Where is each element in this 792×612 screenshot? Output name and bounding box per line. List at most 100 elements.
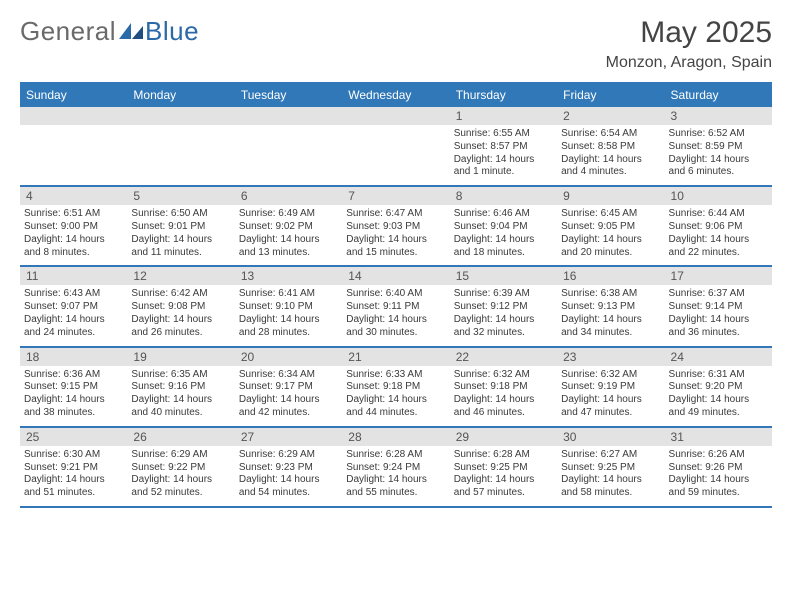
daylight-text: Daylight: 14 hours and 15 minutes. bbox=[346, 234, 445, 260]
day-number bbox=[127, 107, 234, 125]
day-number: 12 bbox=[127, 267, 234, 285]
calendar-cell: 11Sunrise: 6:43 AMSunset: 9:07 PMDayligh… bbox=[20, 267, 127, 345]
day-number: 15 bbox=[450, 267, 557, 285]
logo: General Blue bbox=[20, 16, 199, 47]
weekday-header: Friday bbox=[557, 84, 664, 107]
day-number: 29 bbox=[450, 428, 557, 446]
calendar-cell: 10Sunrise: 6:44 AMSunset: 9:06 PMDayligh… bbox=[665, 187, 772, 265]
calendar-week-row: 1Sunrise: 6:55 AMSunset: 8:57 PMDaylight… bbox=[20, 107, 772, 187]
sunset-text: Sunset: 9:11 PM bbox=[346, 301, 445, 314]
sunset-text: Sunset: 9:00 PM bbox=[24, 221, 123, 234]
daylight-text: Daylight: 14 hours and 38 minutes. bbox=[24, 394, 123, 420]
day-number: 1 bbox=[450, 107, 557, 125]
sunrise-text: Sunrise: 6:47 AM bbox=[346, 208, 445, 221]
calendar-cell-empty bbox=[342, 107, 449, 185]
sunset-text: Sunset: 9:18 PM bbox=[346, 381, 445, 394]
daylight-text: Daylight: 14 hours and 49 minutes. bbox=[669, 394, 768, 420]
daylight-text: Daylight: 14 hours and 28 minutes. bbox=[239, 314, 338, 340]
calendar-week-row: 11Sunrise: 6:43 AMSunset: 9:07 PMDayligh… bbox=[20, 267, 772, 347]
daylight-text: Daylight: 14 hours and 32 minutes. bbox=[454, 314, 553, 340]
day-number: 28 bbox=[342, 428, 449, 446]
day-number: 8 bbox=[450, 187, 557, 205]
weekday-header: Sunday bbox=[20, 84, 127, 107]
day-number: 5 bbox=[127, 187, 234, 205]
daylight-text: Daylight: 14 hours and 26 minutes. bbox=[131, 314, 230, 340]
day-number: 31 bbox=[665, 428, 772, 446]
weekday-header: Saturday bbox=[665, 84, 772, 107]
sunset-text: Sunset: 8:57 PM bbox=[454, 141, 553, 154]
calendar-cell: 23Sunrise: 6:32 AMSunset: 9:19 PMDayligh… bbox=[557, 348, 664, 426]
sunrise-text: Sunrise: 6:27 AM bbox=[561, 449, 660, 462]
sunset-text: Sunset: 9:06 PM bbox=[669, 221, 768, 234]
calendar-cell: 22Sunrise: 6:32 AMSunset: 9:18 PMDayligh… bbox=[450, 348, 557, 426]
daylight-text: Daylight: 14 hours and 57 minutes. bbox=[454, 474, 553, 500]
logo-sail-icon bbox=[118, 16, 144, 34]
day-number bbox=[235, 107, 342, 125]
calendar-cell: 13Sunrise: 6:41 AMSunset: 9:10 PMDayligh… bbox=[235, 267, 342, 345]
day-number: 24 bbox=[665, 348, 772, 366]
day-number: 4 bbox=[20, 187, 127, 205]
daylight-text: Daylight: 14 hours and 30 minutes. bbox=[346, 314, 445, 340]
calendar-cell: 9Sunrise: 6:45 AMSunset: 9:05 PMDaylight… bbox=[557, 187, 664, 265]
sunrise-text: Sunrise: 6:26 AM bbox=[669, 449, 768, 462]
daylight-text: Daylight: 14 hours and 54 minutes. bbox=[239, 474, 338, 500]
sunrise-text: Sunrise: 6:49 AM bbox=[239, 208, 338, 221]
sunrise-text: Sunrise: 6:33 AM bbox=[346, 369, 445, 382]
sunset-text: Sunset: 9:08 PM bbox=[131, 301, 230, 314]
calendar-cell: 21Sunrise: 6:33 AMSunset: 9:18 PMDayligh… bbox=[342, 348, 449, 426]
day-number: 13 bbox=[235, 267, 342, 285]
sunset-text: Sunset: 9:13 PM bbox=[561, 301, 660, 314]
daylight-text: Daylight: 14 hours and 1 minute. bbox=[454, 154, 553, 180]
daylight-text: Daylight: 14 hours and 4 minutes. bbox=[561, 154, 660, 180]
title-block: May 2025 Monzon, Aragon, Spain bbox=[606, 16, 772, 72]
sunrise-text: Sunrise: 6:31 AM bbox=[669, 369, 768, 382]
calendar-page: General Blue May 2025 Monzon, Aragon, Sp… bbox=[0, 0, 792, 612]
page-location: Monzon, Aragon, Spain bbox=[606, 54, 772, 72]
sunset-text: Sunset: 8:58 PM bbox=[561, 141, 660, 154]
daylight-text: Daylight: 14 hours and 18 minutes. bbox=[454, 234, 553, 260]
daylight-text: Daylight: 14 hours and 47 minutes. bbox=[561, 394, 660, 420]
daylight-text: Daylight: 14 hours and 40 minutes. bbox=[131, 394, 230, 420]
day-number: 26 bbox=[127, 428, 234, 446]
sunset-text: Sunset: 9:23 PM bbox=[239, 462, 338, 475]
calendar-cell-empty bbox=[235, 107, 342, 185]
calendar-cell: 28Sunrise: 6:28 AMSunset: 9:24 PMDayligh… bbox=[342, 428, 449, 506]
calendar-week-row: 18Sunrise: 6:36 AMSunset: 9:15 PMDayligh… bbox=[20, 348, 772, 428]
calendar-cell: 5Sunrise: 6:50 AMSunset: 9:01 PMDaylight… bbox=[127, 187, 234, 265]
sunset-text: Sunset: 9:18 PM bbox=[454, 381, 553, 394]
daylight-text: Daylight: 14 hours and 8 minutes. bbox=[24, 234, 123, 260]
weekday-header: Thursday bbox=[450, 84, 557, 107]
sunset-text: Sunset: 9:21 PM bbox=[24, 462, 123, 475]
daylight-text: Daylight: 14 hours and 13 minutes. bbox=[239, 234, 338, 260]
calendar-cell: 17Sunrise: 6:37 AMSunset: 9:14 PMDayligh… bbox=[665, 267, 772, 345]
calendar-cell: 19Sunrise: 6:35 AMSunset: 9:16 PMDayligh… bbox=[127, 348, 234, 426]
daylight-text: Daylight: 14 hours and 59 minutes. bbox=[669, 474, 768, 500]
sunset-text: Sunset: 9:10 PM bbox=[239, 301, 338, 314]
calendar-cell: 15Sunrise: 6:39 AMSunset: 9:12 PMDayligh… bbox=[450, 267, 557, 345]
calendar-cell-empty bbox=[20, 107, 127, 185]
day-number: 6 bbox=[235, 187, 342, 205]
calendar-cell: 14Sunrise: 6:40 AMSunset: 9:11 PMDayligh… bbox=[342, 267, 449, 345]
calendar-week-row: 25Sunrise: 6:30 AMSunset: 9:21 PMDayligh… bbox=[20, 428, 772, 508]
sunrise-text: Sunrise: 6:51 AM bbox=[24, 208, 123, 221]
calendar-cell: 16Sunrise: 6:38 AMSunset: 9:13 PMDayligh… bbox=[557, 267, 664, 345]
calendar-cell: 4 Sunrise: 6:51 AMSunset: 9:00 PMDaylight… bbox=[20, 187, 127, 265]
daylight-text: Daylight: 14 hours and 22 minutes. bbox=[669, 234, 768, 260]
sunset-text: Sunset: 9:02 PM bbox=[239, 221, 338, 234]
daylight-text: Daylight: 14 hours and 20 minutes. bbox=[561, 234, 660, 260]
sunrise-text: Sunrise: 6:34 AM bbox=[239, 369, 338, 382]
weekday-header-row: Sunday Monday Tuesday Wednesday Thursday… bbox=[20, 84, 772, 107]
calendar-cell: 27Sunrise: 6:29 AMSunset: 9:23 PMDayligh… bbox=[235, 428, 342, 506]
day-number: 10 bbox=[665, 187, 772, 205]
sunset-text: Sunset: 9:12 PM bbox=[454, 301, 553, 314]
calendar-cell: 26Sunrise: 6:29 AMSunset: 9:22 PMDayligh… bbox=[127, 428, 234, 506]
calendar-cell-empty bbox=[127, 107, 234, 185]
day-number bbox=[20, 107, 127, 125]
weekday-header: Tuesday bbox=[235, 84, 342, 107]
sunset-text: Sunset: 9:01 PM bbox=[131, 221, 230, 234]
day-number: 7 bbox=[342, 187, 449, 205]
sunrise-text: Sunrise: 6:42 AM bbox=[131, 288, 230, 301]
sunrise-text: Sunrise: 6:28 AM bbox=[346, 449, 445, 462]
calendar-cell: 30Sunrise: 6:27 AMSunset: 9:25 PMDayligh… bbox=[557, 428, 664, 506]
calendar-cell: 8Sunrise: 6:46 AMSunset: 9:04 PMDaylight… bbox=[450, 187, 557, 265]
